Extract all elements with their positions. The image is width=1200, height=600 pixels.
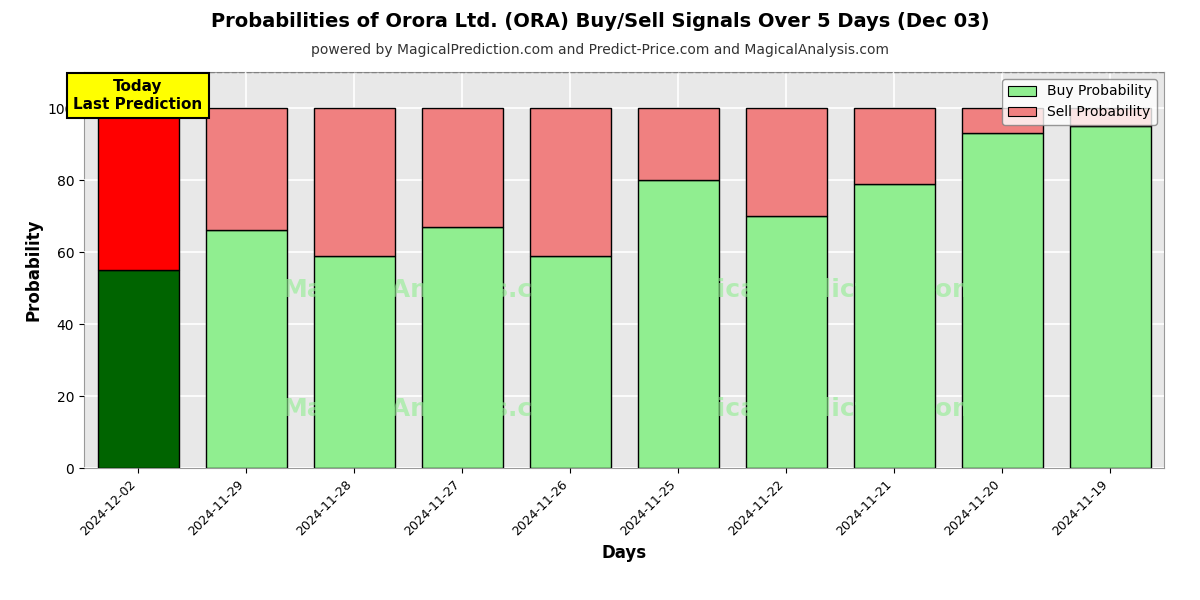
Bar	[529, 108, 611, 256]
Bar	[1069, 126, 1151, 468]
Bar	[853, 108, 935, 184]
Y-axis label: Probability: Probability	[24, 219, 42, 321]
Bar	[961, 133, 1043, 468]
Bar	[961, 108, 1043, 133]
X-axis label: Days: Days	[601, 544, 647, 562]
Text: MagicalPrediction.com: MagicalPrediction.com	[658, 397, 979, 421]
Bar	[205, 108, 287, 230]
Bar	[1069, 108, 1151, 126]
Bar	[853, 184, 935, 468]
Text: powered by MagicalPrediction.com and Predict-Price.com and MagicalAnalysis.com: powered by MagicalPrediction.com and Pre…	[311, 43, 889, 57]
Bar	[205, 230, 287, 468]
Bar	[529, 256, 611, 468]
Bar	[421, 108, 503, 227]
Bar	[745, 216, 827, 468]
Bar	[745, 108, 827, 216]
Text: MagicalAnalysis.com: MagicalAnalysis.com	[283, 397, 576, 421]
Text: MagicalAnalysis.com: MagicalAnalysis.com	[283, 278, 576, 302]
Text: Probabilities of Orora Ltd. (ORA) Buy/Sell Signals Over 5 Days (Dec 03): Probabilities of Orora Ltd. (ORA) Buy/Se…	[211, 12, 989, 31]
Bar	[313, 108, 395, 256]
Bar	[97, 270, 179, 468]
Bar	[637, 180, 719, 468]
Legend: Buy Probability, Sell Probability: Buy Probability, Sell Probability	[1002, 79, 1157, 125]
Bar	[313, 256, 395, 468]
Bar	[637, 108, 719, 180]
Bar	[421, 227, 503, 468]
Text: MagicalPrediction.com: MagicalPrediction.com	[658, 278, 979, 302]
Text: Today
Last Prediction: Today Last Prediction	[73, 79, 203, 112]
Bar	[97, 108, 179, 270]
